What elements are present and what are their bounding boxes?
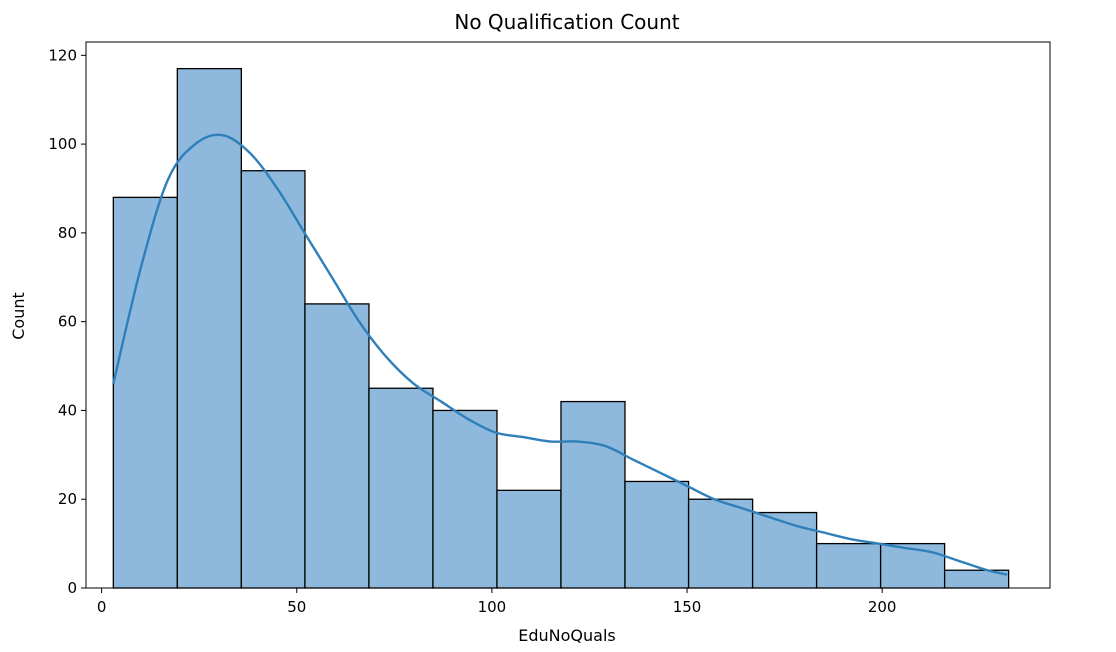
x-axis-label: EduNoQuals: [518, 626, 615, 645]
histogram-bar-9: [624, 480, 690, 589]
y-tick-label-0: 0: [67, 579, 77, 597]
x-tick-label-0: 0: [97, 598, 107, 616]
histogram-bar-2: [176, 67, 242, 589]
y-tick-label-60: 60: [58, 313, 77, 331]
y-axis-label: Count: [9, 292, 28, 340]
histogram-bar-6: [432, 409, 498, 589]
x-tick-label-200: 200: [868, 598, 897, 616]
bars-layer: [112, 67, 1010, 589]
y-tick-label-40: 40: [58, 401, 77, 419]
histogram-bar-8: [560, 400, 626, 589]
ticks-layer: 0 50 100 150 200 0 20 40 60 80 100 120: [48, 46, 896, 616]
histogram-bar-11: [751, 511, 818, 589]
histogram-bar-5: [368, 387, 434, 589]
histogram-bar-13: [879, 542, 946, 589]
x-tick-label-100: 100: [478, 598, 507, 616]
y-tick-label-100: 100: [48, 135, 77, 153]
kde-layer: [112, 133, 1008, 576]
histogram-bar-4: [304, 303, 370, 589]
x-tick-label-50: 50: [287, 598, 306, 616]
histogram-bar-7: [496, 489, 562, 589]
histogram-bar-3: [240, 170, 306, 589]
chart-title: No Qualification Count: [454, 10, 679, 34]
y-tick-label-120: 120: [48, 46, 77, 64]
histogram-bar-12: [815, 542, 882, 589]
histogram-bar-1: [112, 196, 178, 589]
axes-layer: [85, 41, 1051, 589]
y-tick-label-20: 20: [58, 490, 77, 508]
kde-line: [112, 133, 1008, 576]
y-tick-label-80: 80: [58, 224, 77, 242]
x-tick-label-150: 150: [673, 598, 702, 616]
plot-frame: [85, 41, 1051, 589]
histogram-bar-10: [687, 498, 754, 589]
